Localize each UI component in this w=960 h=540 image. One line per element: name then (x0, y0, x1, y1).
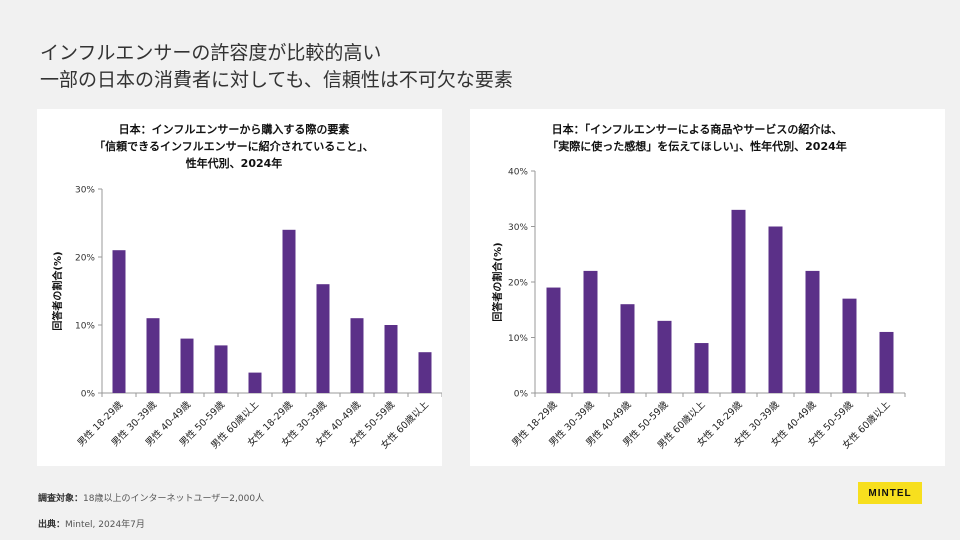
bar (146, 318, 160, 393)
footer-source: 出典：Mintel, 2024年7月 (38, 517, 145, 530)
y-axis-label: 回答者の割合(%) (491, 242, 504, 321)
footer-target-text: 18歳以上のインターネットユーザー2,000人 (83, 494, 265, 504)
bar (282, 229, 296, 393)
footer-target-label: 調査対象： (38, 494, 84, 504)
bar (583, 270, 598, 393)
chart-left: 日本：インフルエンサーから購入する際の要素「信頼できるインフルエンサーに紹介され… (51, 122, 442, 451)
bar (350, 318, 364, 393)
y-tick-label: 10% (508, 334, 528, 344)
bar (879, 331, 894, 393)
bar (418, 352, 432, 393)
bar (180, 338, 194, 393)
bar (248, 372, 262, 393)
bar (805, 270, 820, 393)
y-tick-label: 20% (75, 254, 95, 264)
footer-survey-target: 調査対象：18歳以上のインターネットユーザー2,000人 (38, 491, 264, 504)
chart-title-line: 「実際に使った感想」を伝えてほしい」、性年代別、2024年 (547, 139, 847, 153)
bar (694, 343, 709, 393)
bar (316, 284, 330, 393)
headline-line-1: インフルエンサーの許容度が比較的高い (40, 42, 382, 64)
y-tick-label: 0% (514, 390, 529, 400)
bar (546, 287, 561, 393)
chart-panel-left: 日本：インフルエンサーから購入する際の要素「信頼できるインフルエンサーに紹介され… (37, 109, 442, 466)
chart-panel-right: 日本：「インフルエンサーによる商品やサービスの紹介は、 「実際に使った感想」を伝え… (470, 109, 945, 466)
y-tick-label: 20% (508, 279, 528, 289)
y-axis-label: 回答者の割合(%) (51, 251, 64, 330)
bar (384, 325, 398, 393)
bar (214, 345, 228, 393)
y-tick-label: 30% (75, 186, 95, 196)
bar (768, 226, 783, 393)
bar (620, 304, 635, 393)
chart-title-line: 日本：「インフルエンサーによる商品やサービスの紹介は、 (552, 122, 843, 136)
bar (842, 298, 857, 393)
chart-title-line: 日本：インフルエンサーから購入する際の要素 (119, 122, 350, 136)
bar (657, 320, 672, 393)
bar (112, 250, 126, 393)
page-headline: インフルエンサーの許容度が比較的高い 一部の日本の消費者に対しても、信頼性は不可… (40, 40, 513, 94)
y-tick-label: 30% (508, 223, 528, 233)
mintel-logo: MINTEL (858, 482, 922, 504)
chart-right: 日本：「インフルエンサーによる商品やサービスの紹介は、「実際に使った感想」を伝え… (491, 122, 906, 451)
headline-line-2: 一部の日本の消費者に対しても、信頼性は不可欠な要素 (40, 69, 513, 91)
y-tick-label: 10% (75, 322, 95, 332)
chart-title-line: 性年代別、2024年 (186, 156, 283, 170)
footer-source-text: Mintel, 2024年7月 (65, 520, 145, 530)
footer-source-label: 出典： (38, 520, 66, 530)
y-tick-label: 0% (81, 390, 96, 400)
chart-title-line: 「信頼できるインフルエンサーに紹介されていること」、 (94, 139, 374, 153)
bar (731, 209, 746, 393)
y-tick-label: 40% (508, 168, 528, 178)
